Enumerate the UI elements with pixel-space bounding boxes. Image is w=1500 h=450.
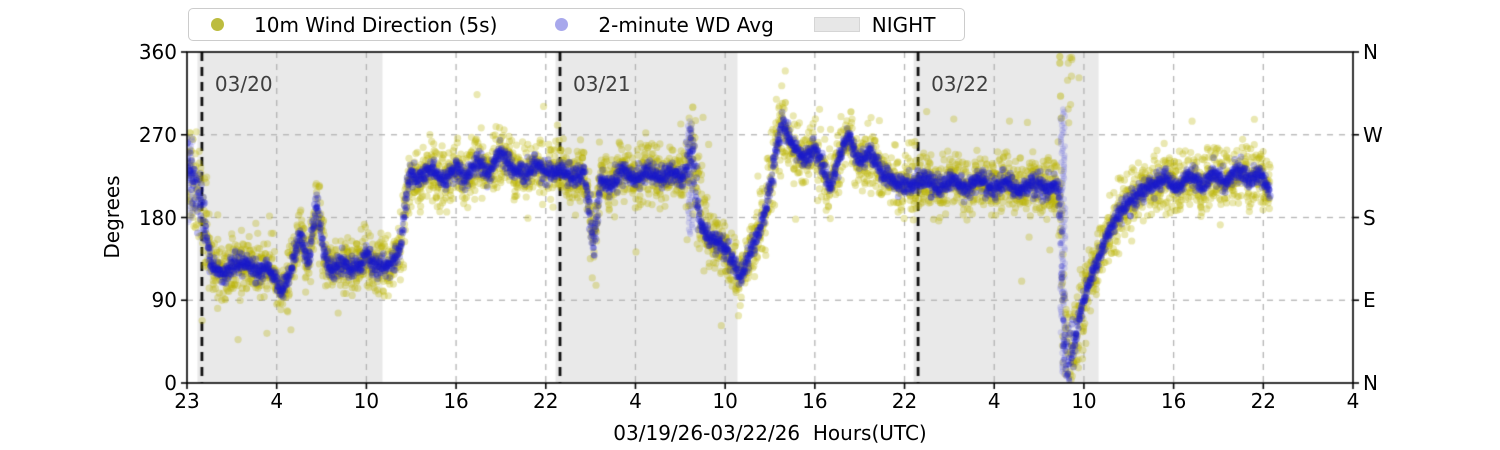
legend: 10m Wind Direction (5s) 2-minute WD Avg … bbox=[188, 8, 965, 41]
legend-label-night: NIGHT bbox=[871, 12, 936, 37]
x-tick-label: 22 bbox=[533, 389, 559, 413]
x-tick-label: 23 bbox=[174, 389, 200, 413]
y-tick-label-compass: S bbox=[1363, 205, 1376, 230]
y-tick-label-compass: W bbox=[1363, 122, 1383, 147]
legend-item-night: NIGHT bbox=[813, 12, 936, 37]
x-tick-label: 4 bbox=[987, 389, 1001, 413]
y-tick-label-compass: N bbox=[1363, 371, 1378, 395]
legend-label-wind-5s: 10m Wind Direction (5s) bbox=[254, 12, 498, 37]
x-tick-label: 22 bbox=[1250, 389, 1277, 413]
y-tick-label-degrees: 360 bbox=[138, 40, 177, 64]
wind-5s-marker-icon bbox=[211, 18, 224, 31]
legend-item-wd-avg: 2-minute WD Avg bbox=[555, 12, 774, 37]
y-tick-label-compass: N bbox=[1363, 40, 1378, 64]
x-tick-label: 10 bbox=[712, 389, 738, 413]
x-tick-label: 16 bbox=[1160, 389, 1187, 413]
date-annotation: 03/21 bbox=[573, 72, 631, 96]
x-tick-label: 22 bbox=[891, 389, 918, 413]
y-tick-label-degrees: 270 bbox=[138, 122, 177, 147]
x-tick-label: 10 bbox=[1071, 389, 1097, 413]
y-tick-label-degrees: 180 bbox=[138, 205, 177, 230]
wd-avg-marker-icon bbox=[555, 18, 569, 31]
x-tick-label: 10 bbox=[353, 389, 380, 413]
y-axis-label: Degrees bbox=[100, 175, 124, 259]
legend-item-wind-5s: 10m Wind Direction (5s) bbox=[211, 13, 497, 37]
x-tick-label: 16 bbox=[802, 389, 828, 413]
night-patch-icon bbox=[813, 17, 860, 32]
x-tick-label: 4 bbox=[270, 389, 284, 413]
y-tick-label-degrees: 0 bbox=[164, 371, 177, 395]
x-axis-label: 03/19/26-03/22/26 Hours(UTC) bbox=[613, 421, 927, 445]
y-tick-label-compass: E bbox=[1363, 288, 1376, 313]
x-tick-label: 4 bbox=[629, 389, 642, 413]
date-annotation: 03/20 bbox=[214, 72, 273, 96]
legend-label-wd-avg: 2-minute WD Avg bbox=[598, 12, 774, 37]
x-tick-label: 4 bbox=[1346, 389, 1360, 413]
x-tick-label: 16 bbox=[443, 389, 469, 413]
date-annotation: 03/22 bbox=[931, 72, 989, 96]
y-tick-label-degrees: 90 bbox=[151, 288, 177, 313]
